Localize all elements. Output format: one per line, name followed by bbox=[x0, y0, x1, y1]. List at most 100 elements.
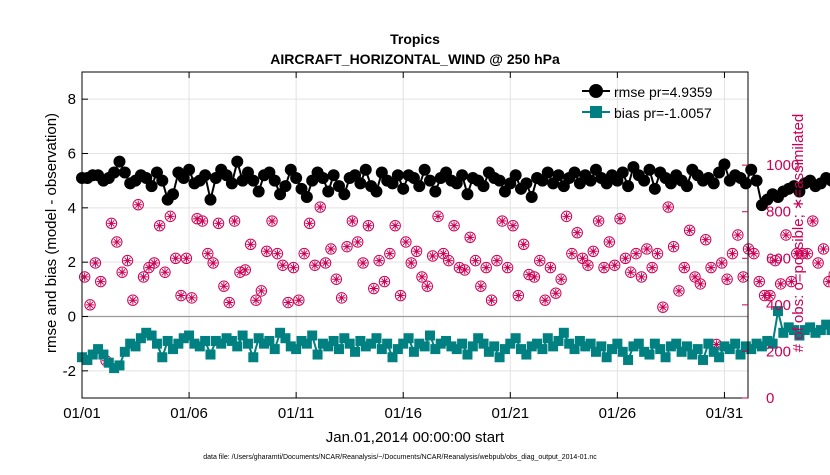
obs-assimilated-marker bbox=[150, 259, 158, 267]
obs-assimilated-marker bbox=[155, 221, 163, 229]
obs-assimilated-marker bbox=[589, 247, 597, 255]
obs-assimilated-marker bbox=[343, 242, 351, 250]
rmse-point bbox=[397, 183, 409, 195]
obs-assimilated-marker bbox=[246, 240, 254, 248]
obs-count-point bbox=[96, 276, 106, 286]
obs-count-point bbox=[567, 248, 577, 258]
obs-count-point bbox=[717, 258, 727, 268]
obs-count-point bbox=[476, 281, 486, 291]
obs-count-point bbox=[294, 295, 304, 305]
obs-count-point bbox=[663, 202, 673, 212]
obs-count-point bbox=[160, 267, 170, 277]
obs-count-point bbox=[502, 262, 512, 272]
rmse-point bbox=[156, 175, 168, 187]
obs-assimilated-marker bbox=[428, 252, 436, 260]
obs-count-point bbox=[197, 216, 207, 226]
obs-count-point bbox=[406, 258, 416, 268]
obs-count-point bbox=[749, 248, 759, 258]
data-file-footnote: data file: /Users/gharamti/Documents/NCA… bbox=[203, 454, 597, 461]
obs-assimilated-marker bbox=[664, 203, 672, 211]
obs-count-point bbox=[727, 248, 737, 258]
obs-count-point bbox=[165, 211, 175, 221]
obs-assimilated-marker bbox=[734, 231, 742, 239]
rmse-point bbox=[740, 177, 752, 189]
obs-assimilated-marker bbox=[209, 259, 217, 267]
rmse-point bbox=[622, 180, 634, 192]
obs-count-point bbox=[824, 276, 830, 286]
bias-point bbox=[420, 341, 430, 351]
obs-assimilated-marker bbox=[257, 287, 265, 295]
obs-assimilated-marker bbox=[396, 291, 404, 299]
rmse-point bbox=[510, 169, 522, 181]
obs-assimilated-marker bbox=[107, 219, 115, 227]
obs-assimilated-marker bbox=[541, 296, 549, 304]
obs-count-point bbox=[395, 290, 405, 300]
obs-assimilated-marker bbox=[407, 259, 415, 267]
y-right-tick-label: 0 bbox=[766, 390, 774, 407]
obs-count-point bbox=[427, 251, 437, 261]
y-left-tick-label: 2 bbox=[68, 254, 76, 271]
obs-count-point bbox=[513, 290, 523, 300]
obs-count-point bbox=[369, 283, 379, 293]
obs-count-point bbox=[401, 237, 411, 247]
obs-count-point bbox=[652, 248, 662, 258]
obs-assimilated-marker bbox=[337, 294, 345, 302]
obs-assimilated-marker bbox=[386, 249, 394, 257]
obs-count-point bbox=[122, 255, 132, 265]
rmse-point bbox=[247, 175, 259, 187]
obs-assimilated-marker bbox=[632, 249, 640, 257]
obs-assimilated-marker bbox=[263, 247, 271, 255]
bias-point bbox=[200, 336, 210, 346]
obs-assimilated-marker bbox=[171, 254, 179, 262]
rmse-point bbox=[269, 175, 281, 187]
obs-assimilated-marker bbox=[707, 263, 715, 271]
rmse-point bbox=[279, 180, 291, 192]
obs-count-point bbox=[224, 297, 234, 307]
bias-point bbox=[270, 344, 280, 354]
obs-count-point bbox=[706, 262, 716, 272]
obs-count-point bbox=[540, 295, 550, 305]
bias-point bbox=[307, 331, 317, 341]
obs-count-point bbox=[331, 274, 341, 284]
obs-count-point bbox=[818, 244, 828, 254]
obs-count-point bbox=[128, 295, 138, 305]
obs-assimilated-marker bbox=[616, 215, 624, 223]
obs-count-point bbox=[460, 265, 470, 275]
obs-assimilated-marker bbox=[776, 280, 784, 288]
obs-assimilated-marker bbox=[348, 217, 356, 225]
rmse-point bbox=[585, 175, 597, 187]
obs-assimilated-marker bbox=[702, 235, 710, 243]
obs-assimilated-marker bbox=[536, 256, 544, 264]
rmse-point bbox=[526, 191, 538, 203]
x-tick-label: 01/11 bbox=[278, 405, 314, 422]
rmse-point bbox=[354, 177, 366, 189]
rmse-point bbox=[542, 167, 554, 179]
bias-point bbox=[350, 347, 360, 357]
obs-assimilated-marker bbox=[477, 282, 485, 290]
obs-assimilated-marker bbox=[316, 203, 324, 211]
rmse-point bbox=[370, 186, 382, 198]
obs-count-point bbox=[701, 234, 711, 244]
bias-point bbox=[457, 339, 467, 349]
obs-count-point bbox=[229, 216, 239, 226]
rmse-point bbox=[392, 169, 404, 181]
obs-count-point bbox=[631, 248, 641, 258]
obs-count-point bbox=[112, 237, 122, 247]
obs-assimilated-marker bbox=[418, 273, 426, 281]
rmse-point bbox=[183, 164, 195, 176]
obs-assimilated-marker bbox=[546, 263, 554, 271]
obs-count-point bbox=[336, 293, 346, 303]
rmse-point bbox=[751, 175, 763, 187]
bias-point bbox=[596, 341, 606, 351]
obs-count-point bbox=[609, 260, 619, 270]
rmse-point bbox=[317, 172, 329, 184]
obs-assimilated-marker bbox=[621, 254, 629, 262]
obs-count-point bbox=[208, 258, 218, 268]
obs-assimilated-marker bbox=[782, 231, 790, 239]
obs-assimilated-marker bbox=[825, 277, 830, 285]
bias-point bbox=[425, 331, 435, 341]
obs-assimilated-marker bbox=[445, 256, 453, 264]
rmse-point bbox=[643, 164, 655, 176]
obs-assimilated-marker bbox=[637, 273, 645, 281]
